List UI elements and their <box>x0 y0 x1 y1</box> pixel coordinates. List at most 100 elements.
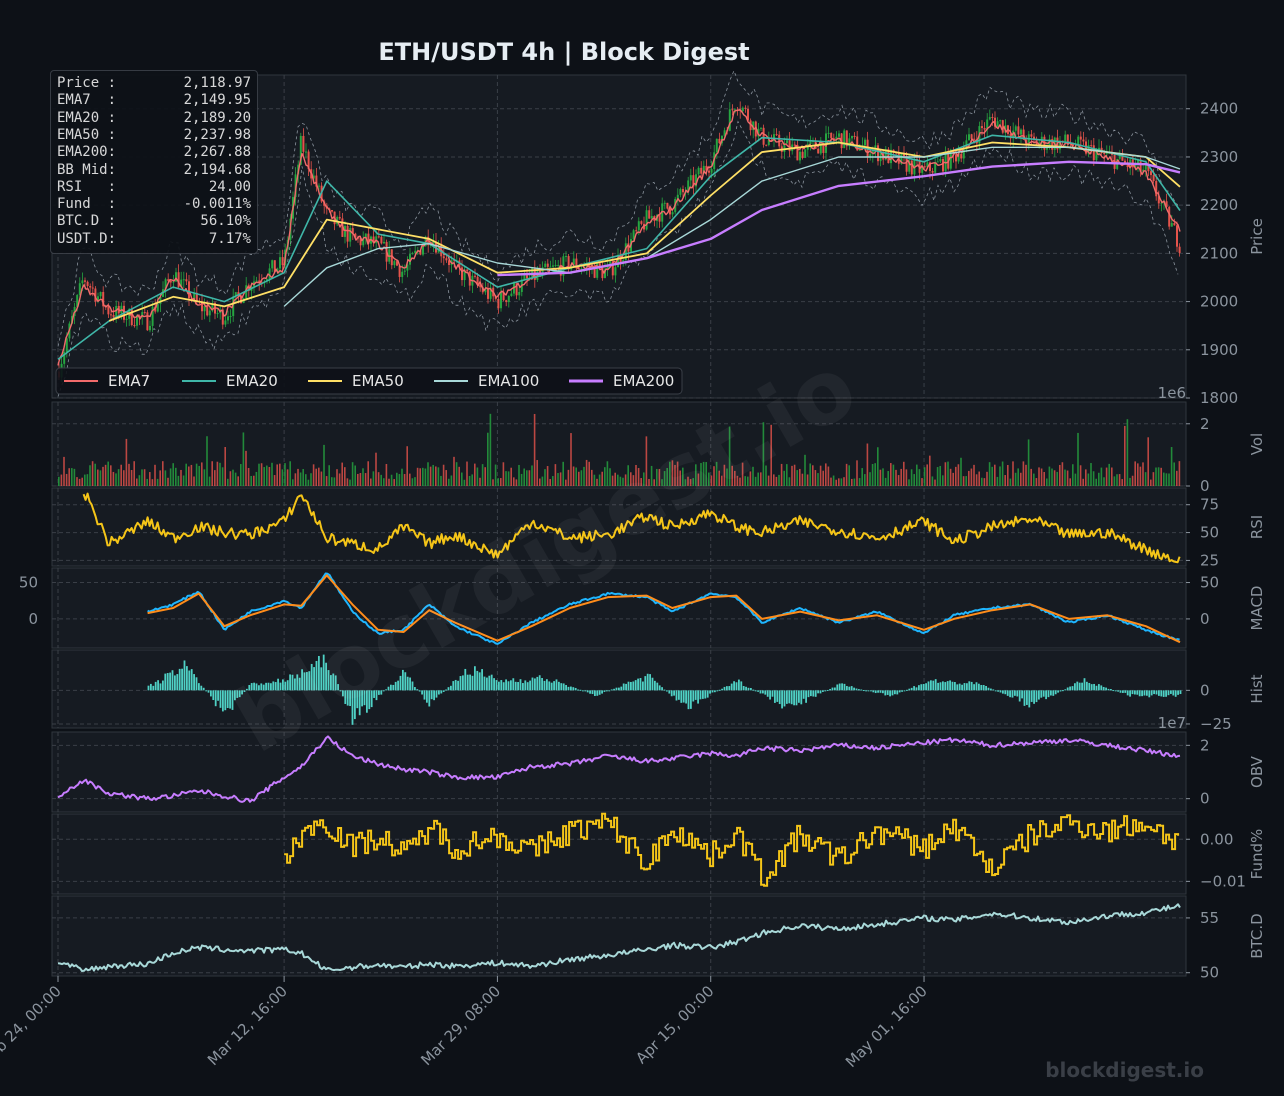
volume-bar <box>110 465 112 486</box>
candle-body <box>411 253 414 255</box>
obv-ylabel: OBV <box>1248 755 1266 788</box>
candle-body <box>851 135 853 139</box>
candle-body <box>167 279 170 281</box>
volume-bar <box>494 464 497 486</box>
volume-bar <box>832 475 835 486</box>
volume-bar <box>830 477 832 486</box>
hist-bar <box>682 690 685 703</box>
candle-body <box>765 144 768 146</box>
hist-bar <box>963 683 966 691</box>
hist-bar <box>1119 690 1122 693</box>
hist-bar <box>637 678 639 691</box>
candle-body <box>695 174 697 187</box>
candle-body <box>307 151 310 170</box>
volume-bar <box>112 471 115 486</box>
volume-bar <box>884 477 887 486</box>
candle-body <box>466 269 469 272</box>
hist-bar <box>454 679 457 691</box>
volume-bar <box>1116 474 1118 486</box>
hist-bar <box>874 690 877 694</box>
volume-bar <box>1085 469 1087 486</box>
volume-bar <box>1007 464 1009 486</box>
candle-body <box>97 296 99 302</box>
hist-bar <box>387 686 390 691</box>
candle-body <box>988 117 991 120</box>
volume-bar <box>731 465 733 486</box>
volume-bar <box>273 475 276 486</box>
volume-bar <box>377 472 380 486</box>
candle-body <box>349 228 352 242</box>
hist-bar <box>610 689 613 691</box>
candle-body <box>676 194 679 199</box>
hist-bar <box>173 675 176 691</box>
volume-bar <box>442 464 445 486</box>
candle-body <box>817 148 820 154</box>
hist-bar <box>224 690 227 711</box>
volume-bar <box>760 472 762 486</box>
volume-bar <box>1155 467 1157 486</box>
volume-bar <box>903 461 905 486</box>
volume-bar <box>609 468 611 486</box>
hist-bar <box>195 677 198 691</box>
hist-bar <box>862 690 865 692</box>
volume-bar <box>201 462 203 486</box>
volume-bar <box>851 478 853 486</box>
volume-bar <box>120 464 122 486</box>
volume-bar <box>614 472 616 486</box>
hist-bar <box>481 669 483 691</box>
line-rsi <box>82 492 1181 564</box>
candle-body <box>697 167 700 175</box>
volume-bar <box>107 461 109 486</box>
hist-bar <box>771 690 774 697</box>
candle-body <box>1020 129 1022 135</box>
candle-body <box>962 149 965 159</box>
volume-bar <box>578 471 580 486</box>
volume-bar <box>687 476 689 486</box>
hist-bar <box>452 681 455 691</box>
hist-bar <box>829 688 831 691</box>
hist-bar <box>176 674 179 691</box>
volume-bar <box>409 473 411 486</box>
hist-bar <box>795 690 798 706</box>
volume-bar <box>188 466 190 486</box>
candle-body <box>539 270 541 274</box>
volume-bar <box>627 465 629 486</box>
candle-body <box>778 134 781 147</box>
volume-bar <box>453 456 455 486</box>
hist-bar <box>529 680 531 691</box>
volume-bar <box>73 468 76 486</box>
candle-body <box>718 138 721 144</box>
hist-bar <box>221 690 224 712</box>
candle-body <box>354 233 357 238</box>
price-ytick-label: 2100 <box>1200 244 1238 262</box>
volume-bar <box>1124 425 1126 486</box>
hist-bar <box>344 690 347 704</box>
candle-body <box>905 156 908 172</box>
volume-bar <box>1100 467 1103 486</box>
hist-bar <box>819 690 822 694</box>
volume-bar <box>923 467 926 486</box>
volume-bar <box>206 436 208 486</box>
hist-bar <box>435 690 438 698</box>
hist-bar <box>934 679 937 691</box>
hist-bar <box>207 690 210 693</box>
info-box: Price : 2,118.97 EMA7 : 2,149.95 EMA20 : 2,18… <box>50 70 258 254</box>
volume-bar <box>349 479 351 486</box>
volume-bar <box>1027 439 1030 486</box>
candle-body <box>715 138 718 153</box>
hist-bar <box>526 682 529 691</box>
hist-bar <box>680 690 683 703</box>
hist-bar <box>1167 690 1170 696</box>
info-value: 24.00 <box>208 178 251 195</box>
hist-bar <box>975 682 978 691</box>
volume-bar <box>1129 477 1131 486</box>
volume-bar <box>432 464 434 486</box>
candle-body <box>1046 147 1048 150</box>
volume-bar <box>253 475 255 486</box>
volume-bar <box>544 469 546 486</box>
candle-body <box>1059 140 1061 150</box>
volume-bar <box>263 467 265 486</box>
volume-bar <box>325 476 328 486</box>
hist-bar <box>356 690 359 709</box>
hist-bar <box>322 654 325 691</box>
